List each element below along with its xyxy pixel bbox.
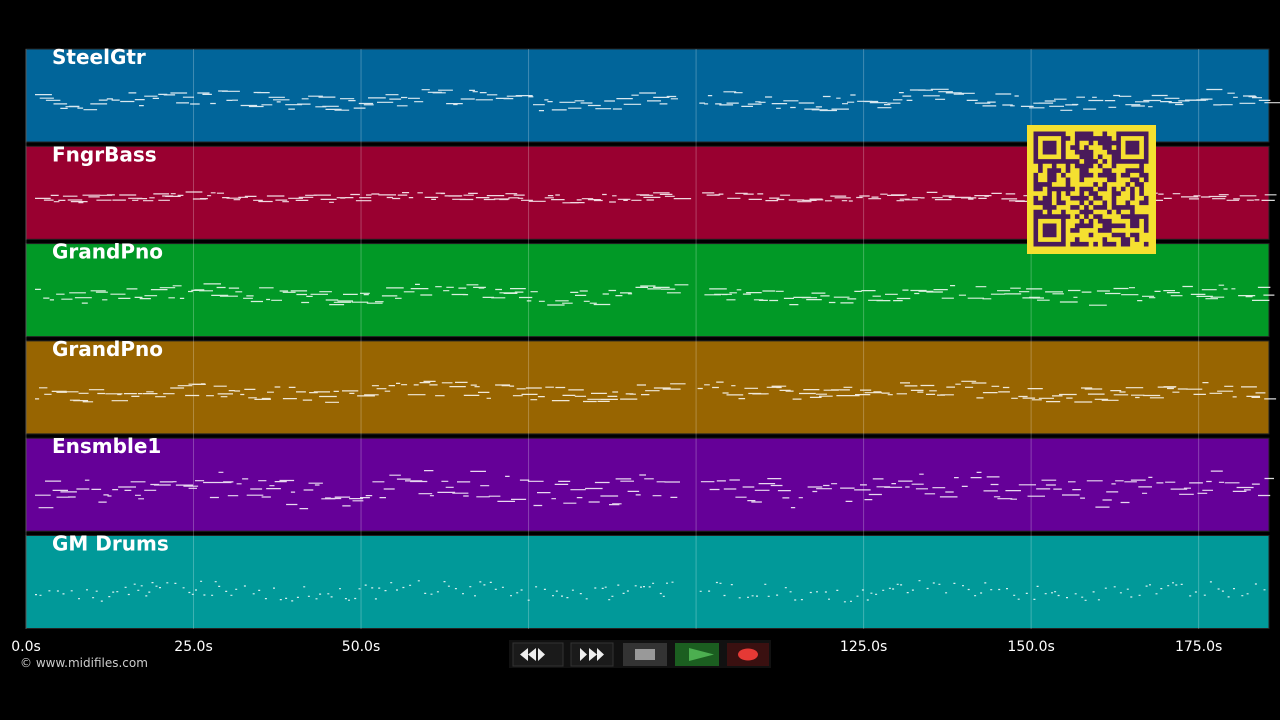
note-pattern — [35, 580, 1266, 603]
qr-code — [1027, 125, 1156, 254]
x-tick-label: 150.0s — [1007, 639, 1054, 655]
x-tick-label: 25.0s — [174, 639, 212, 655]
tracks — [25, 48, 1270, 629]
notes — [35, 88, 1280, 603]
copyright: © www.midifiles.com — [20, 656, 148, 670]
track-band — [25, 243, 1270, 338]
grid — [25, 49, 1200, 629]
track-band — [25, 340, 1270, 435]
track-name: Ensmble1 — [52, 434, 161, 458]
x-tick-label: 0.0s — [11, 639, 41, 655]
record-button[interactable] — [727, 643, 769, 666]
transport-controls — [509, 640, 771, 668]
track-band — [25, 437, 1270, 532]
x-tick-label: 175.0s — [1175, 639, 1222, 655]
track-name: FngrBass — [52, 142, 157, 166]
time-axis: 0.0s25.0s50.0s75.0s100.0s125.0s150.0s175… — [11, 639, 1222, 655]
track-band — [25, 535, 1270, 629]
fast-forward-button[interactable] — [570, 642, 614, 667]
stop-button[interactable] — [623, 643, 667, 666]
x-tick-label: 50.0s — [342, 639, 380, 655]
play-button[interactable] — [675, 643, 719, 666]
note-pattern — [35, 88, 1280, 112]
rewind-button[interactable] — [512, 642, 564, 667]
x-tick-label: 125.0s — [840, 639, 887, 655]
track-name: SteelGtr — [52, 45, 146, 69]
track-name: GrandPno — [52, 240, 163, 264]
track-name: GM Drums — [52, 532, 169, 556]
note-pattern — [35, 283, 1275, 306]
track-name: GrandPno — [52, 337, 163, 361]
track-labels: SteelGtr FngrBass GrandPno GrandPno Ensmble1… — [52, 45, 169, 556]
qr-modules — [1033, 131, 1149, 247]
note-pattern — [35, 470, 1274, 510]
note-pattern — [35, 380, 1277, 403]
